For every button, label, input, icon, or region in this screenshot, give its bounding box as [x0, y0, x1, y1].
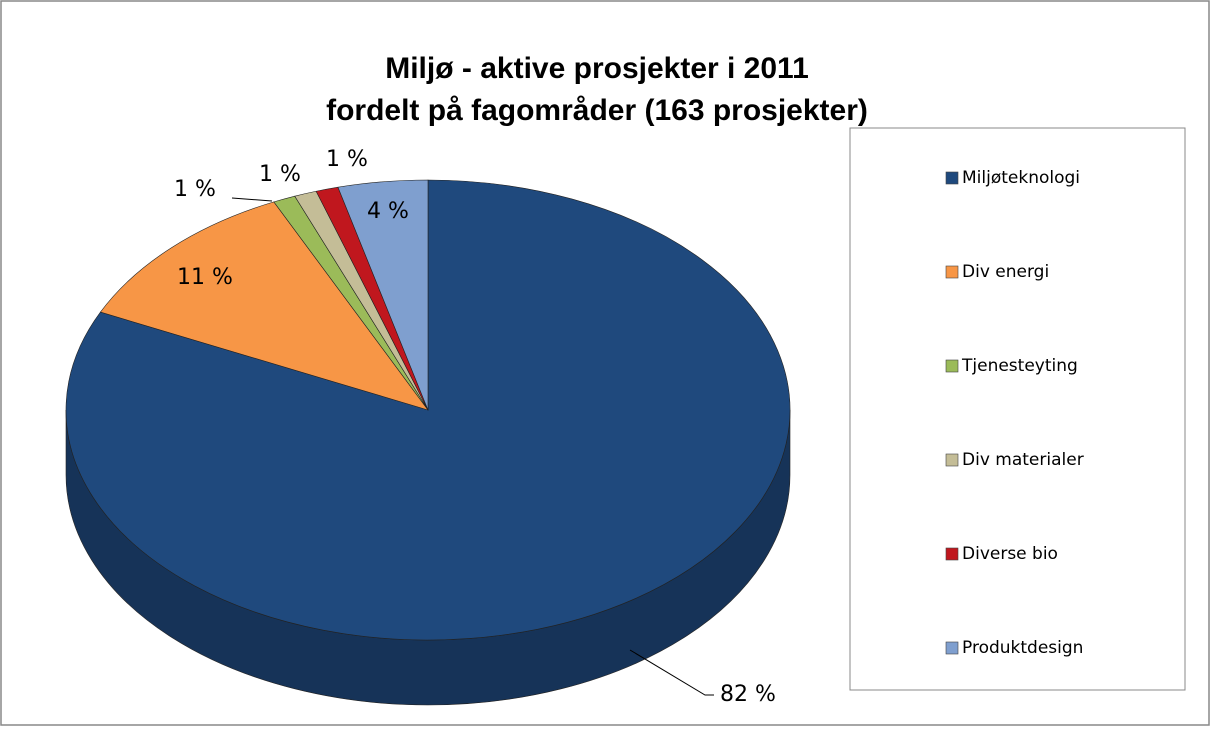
legend-swatch — [945, 265, 959, 279]
data-label: 82 % — [720, 682, 776, 707]
chart-subtitle: fordelt på fagområder (163 prosjekter) — [326, 94, 868, 127]
data-label: 4 % — [367, 199, 409, 224]
legend-label: Diverse bio — [962, 544, 1058, 564]
data-label: 1 % — [326, 147, 368, 172]
legend-swatch — [945, 641, 959, 655]
legend-label: Miljøteknologi — [962, 168, 1080, 188]
data-label: 11 % — [177, 265, 233, 290]
slice — [337, 179, 429, 411]
legend-swatch — [945, 547, 959, 561]
data-label: 1 % — [259, 162, 301, 187]
legend-swatch — [945, 171, 959, 185]
slice — [99, 201, 429, 411]
chart-title: Miljø - aktive prosjekter i 2011 — [385, 52, 809, 85]
leader-line — [231, 197, 273, 202]
legend-label: Tjenesteyting — [961, 356, 1078, 376]
leader-line — [629, 649, 714, 696]
legend-label: Div materialer — [962, 450, 1084, 470]
legend-label: Div energi — [962, 262, 1049, 282]
data-label: 1 % — [174, 177, 216, 202]
legend-box — [849, 127, 1186, 691]
legend-label: Produktdesign — [962, 638, 1083, 658]
legend-swatch — [945, 359, 959, 373]
legend-swatch — [945, 453, 959, 467]
